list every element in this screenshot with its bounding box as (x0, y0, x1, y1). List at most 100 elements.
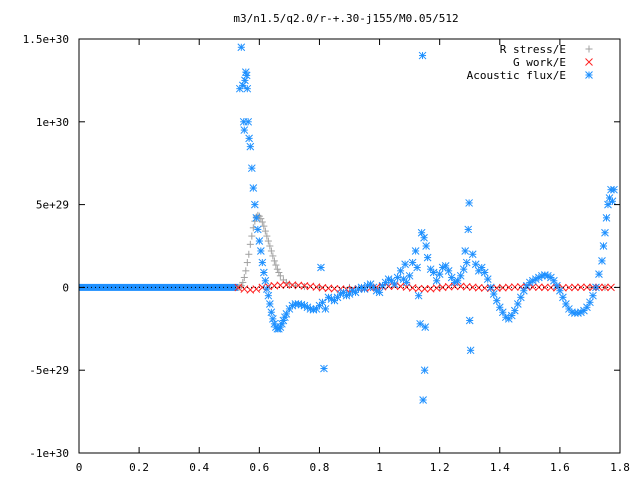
data-point (465, 199, 473, 207)
data-point (547, 283, 555, 292)
data-point (258, 283, 267, 292)
data-point (390, 280, 399, 288)
data-point (483, 275, 492, 283)
data-point (461, 247, 470, 255)
data-point (607, 283, 615, 292)
data-point (270, 281, 279, 290)
data-point (413, 263, 421, 272)
data-point (486, 283, 495, 292)
data-point (420, 233, 428, 242)
data-point (489, 290, 498, 298)
data-point (577, 283, 585, 292)
legend-label: G work/E (513, 56, 566, 69)
data-point (320, 364, 328, 373)
data-point (586, 298, 594, 307)
data-point (456, 271, 465, 280)
data-point (375, 288, 384, 297)
data-point (258, 218, 266, 226)
data-point (272, 261, 280, 269)
data-point (393, 273, 402, 282)
data-point (276, 281, 285, 290)
data-point (459, 265, 468, 274)
data-point (468, 250, 477, 259)
data-point (471, 260, 480, 269)
x-tick-label: 1.4 (490, 461, 510, 474)
x-tick-label: 1.8 (610, 461, 630, 474)
data-point (441, 262, 450, 270)
data-point (462, 282, 471, 291)
data-point (266, 242, 274, 250)
data-point (411, 247, 420, 255)
data-point (474, 283, 483, 292)
data-point (465, 316, 474, 325)
data-point (242, 71, 251, 80)
plot-area (79, 43, 618, 404)
data-point (559, 293, 567, 302)
data-point (269, 252, 277, 260)
data-point (534, 283, 543, 292)
data-point (601, 283, 609, 292)
legend-marker (585, 58, 593, 66)
data-point (510, 283, 519, 291)
data-point (318, 298, 327, 307)
data-point (246, 142, 255, 151)
data-point (247, 164, 256, 173)
x-tick-label: 0.2 (129, 461, 149, 474)
data-point (608, 197, 617, 206)
data-point (495, 303, 504, 312)
data-point (276, 272, 284, 280)
data-point (432, 276, 441, 285)
data-point (420, 366, 429, 375)
data-point (250, 200, 259, 209)
plot-frame (78, 38, 621, 454)
data-point (402, 278, 411, 287)
data-point (255, 237, 264, 245)
data-point (264, 237, 272, 245)
y-tick-label: 1e+30 (36, 116, 69, 129)
data-point (583, 303, 591, 312)
data-point (429, 268, 438, 277)
data-point (419, 396, 427, 404)
legend-label: R stress/E (500, 43, 566, 56)
data-point (288, 281, 297, 289)
data-point (416, 319, 424, 328)
data-point (275, 268, 283, 276)
data-point (321, 305, 330, 313)
data-point (602, 213, 611, 222)
x-tick-label: 0.8 (310, 461, 330, 474)
data-point (265, 300, 274, 308)
data-point (516, 283, 525, 291)
data-point (595, 270, 603, 279)
legend-marker (585, 71, 593, 79)
data-point (477, 263, 486, 272)
data-point (244, 117, 253, 126)
data-point (610, 185, 618, 194)
data-point (418, 51, 427, 60)
data-point (589, 291, 597, 300)
data-point (384, 282, 393, 291)
data-point (264, 291, 273, 300)
y-tick-label: -1e+30 (29, 447, 69, 460)
data-point (462, 258, 471, 267)
data-point (401, 260, 409, 269)
data-point (444, 266, 453, 275)
data-point (513, 300, 522, 308)
data-point (245, 134, 253, 143)
data-point (519, 286, 528, 295)
data-point (257, 215, 265, 223)
data-point (241, 76, 249, 85)
data-point (294, 281, 303, 290)
series-2 (235, 43, 618, 404)
data-point (598, 257, 606, 265)
data-point (562, 300, 570, 308)
data-point (242, 267, 250, 275)
data-point (267, 247, 275, 255)
data-point (466, 346, 475, 355)
data-point (541, 283, 549, 292)
x-tick-label: 0.6 (249, 461, 269, 474)
data-point (571, 283, 579, 292)
data-point (240, 273, 248, 281)
data-point (269, 315, 277, 323)
